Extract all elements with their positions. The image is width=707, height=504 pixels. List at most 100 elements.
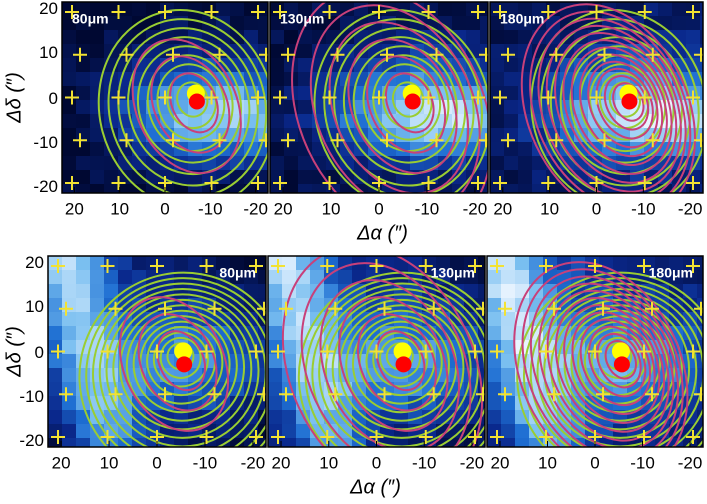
marker-cross	[471, 176, 485, 190]
marker-cross	[108, 387, 123, 402]
marker-cross	[150, 344, 164, 359]
pixel	[48, 368, 63, 383]
pixel	[529, 368, 544, 383]
pixel	[202, 156, 217, 171]
pixel	[132, 2, 147, 17]
pixel	[368, 72, 383, 87]
pixel	[146, 438, 161, 447]
map-panel	[487, 256, 703, 447]
marker-cross	[686, 430, 700, 444]
pixel	[132, 156, 147, 171]
x-tick-label: -10	[412, 453, 437, 472]
pixel	[48, 312, 63, 327]
marker-cross	[694, 387, 703, 402]
pixel	[487, 354, 502, 369]
pixel	[382, 72, 397, 87]
pixel	[438, 156, 453, 171]
pixel	[230, 256, 245, 271]
pixel	[697, 368, 703, 383]
x-tick-label: 20	[493, 199, 512, 218]
pixel	[480, 184, 488, 193]
contour	[391, 81, 425, 118]
marker-cross	[108, 301, 123, 316]
pixel	[655, 270, 670, 285]
contour	[521, 268, 684, 447]
contour	[125, 309, 238, 422]
pixel	[258, 256, 266, 271]
pixel	[244, 184, 259, 193]
marker-cross	[100, 259, 115, 273]
pixel	[90, 284, 105, 299]
pixel	[258, 30, 268, 45]
source-marker	[174, 342, 193, 361]
pixel	[62, 312, 77, 327]
map-panel	[490, 2, 703, 193]
pixel	[282, 438, 297, 447]
pixel	[62, 30, 77, 45]
pixel	[354, 156, 369, 171]
marker-cross	[271, 259, 285, 273]
pixel	[324, 256, 339, 271]
pixel	[62, 396, 77, 411]
pixel	[284, 114, 299, 129]
pixel	[436, 256, 451, 271]
pixel	[230, 270, 245, 285]
pixel	[268, 284, 283, 299]
contour	[169, 72, 219, 134]
pixel	[282, 256, 297, 271]
pixel	[436, 438, 451, 447]
source-marker	[621, 93, 638, 110]
contour	[522, 277, 703, 447]
pixel	[438, 184, 453, 193]
pixel	[268, 368, 283, 383]
marker-cross	[549, 47, 564, 62]
pixel	[62, 298, 77, 313]
pixel	[284, 16, 299, 31]
x-tick-label: 0	[152, 453, 161, 472]
contour	[563, 304, 661, 424]
marker-cross	[158, 301, 172, 316]
pixel	[515, 410, 530, 425]
marker-cross	[418, 344, 433, 359]
y-tick-label: 0	[35, 343, 44, 362]
pixel	[501, 256, 516, 271]
marker-cross	[279, 301, 293, 316]
marker-cross	[279, 387, 293, 402]
pixel	[438, 16, 453, 31]
pixel	[501, 270, 516, 285]
pixel	[90, 114, 105, 129]
pixel	[284, 184, 299, 193]
contour	[357, 313, 437, 412]
contour	[358, 320, 443, 405]
map-panel	[62, 2, 268, 193]
pixel	[310, 368, 325, 383]
pixel	[298, 170, 313, 185]
pixel	[340, 156, 355, 171]
pixel	[76, 58, 91, 73]
pixel	[258, 2, 268, 17]
pixel	[480, 142, 488, 157]
source-marker	[404, 93, 421, 110]
pixel	[104, 270, 119, 285]
marker-cross	[547, 387, 561, 402]
marker-cross	[498, 387, 512, 402]
marker-cross	[207, 387, 222, 402]
pixel	[480, 156, 488, 171]
marker-cross	[257, 301, 266, 316]
contour	[537, 17, 687, 193]
pixel	[424, 128, 439, 143]
marker-cross	[426, 301, 441, 316]
pixel	[62, 184, 77, 193]
marker-cross	[249, 344, 263, 359]
pixel	[282, 340, 297, 355]
pixel	[310, 298, 325, 313]
contour	[118, 296, 230, 432]
marker-cross	[328, 301, 343, 316]
pixel	[216, 270, 231, 285]
pixel	[354, 2, 369, 17]
pixel	[268, 438, 283, 447]
marker-cross	[468, 344, 482, 359]
pixel	[104, 256, 119, 271]
x-tick-label: 0	[592, 199, 601, 218]
pixel	[480, 58, 488, 73]
